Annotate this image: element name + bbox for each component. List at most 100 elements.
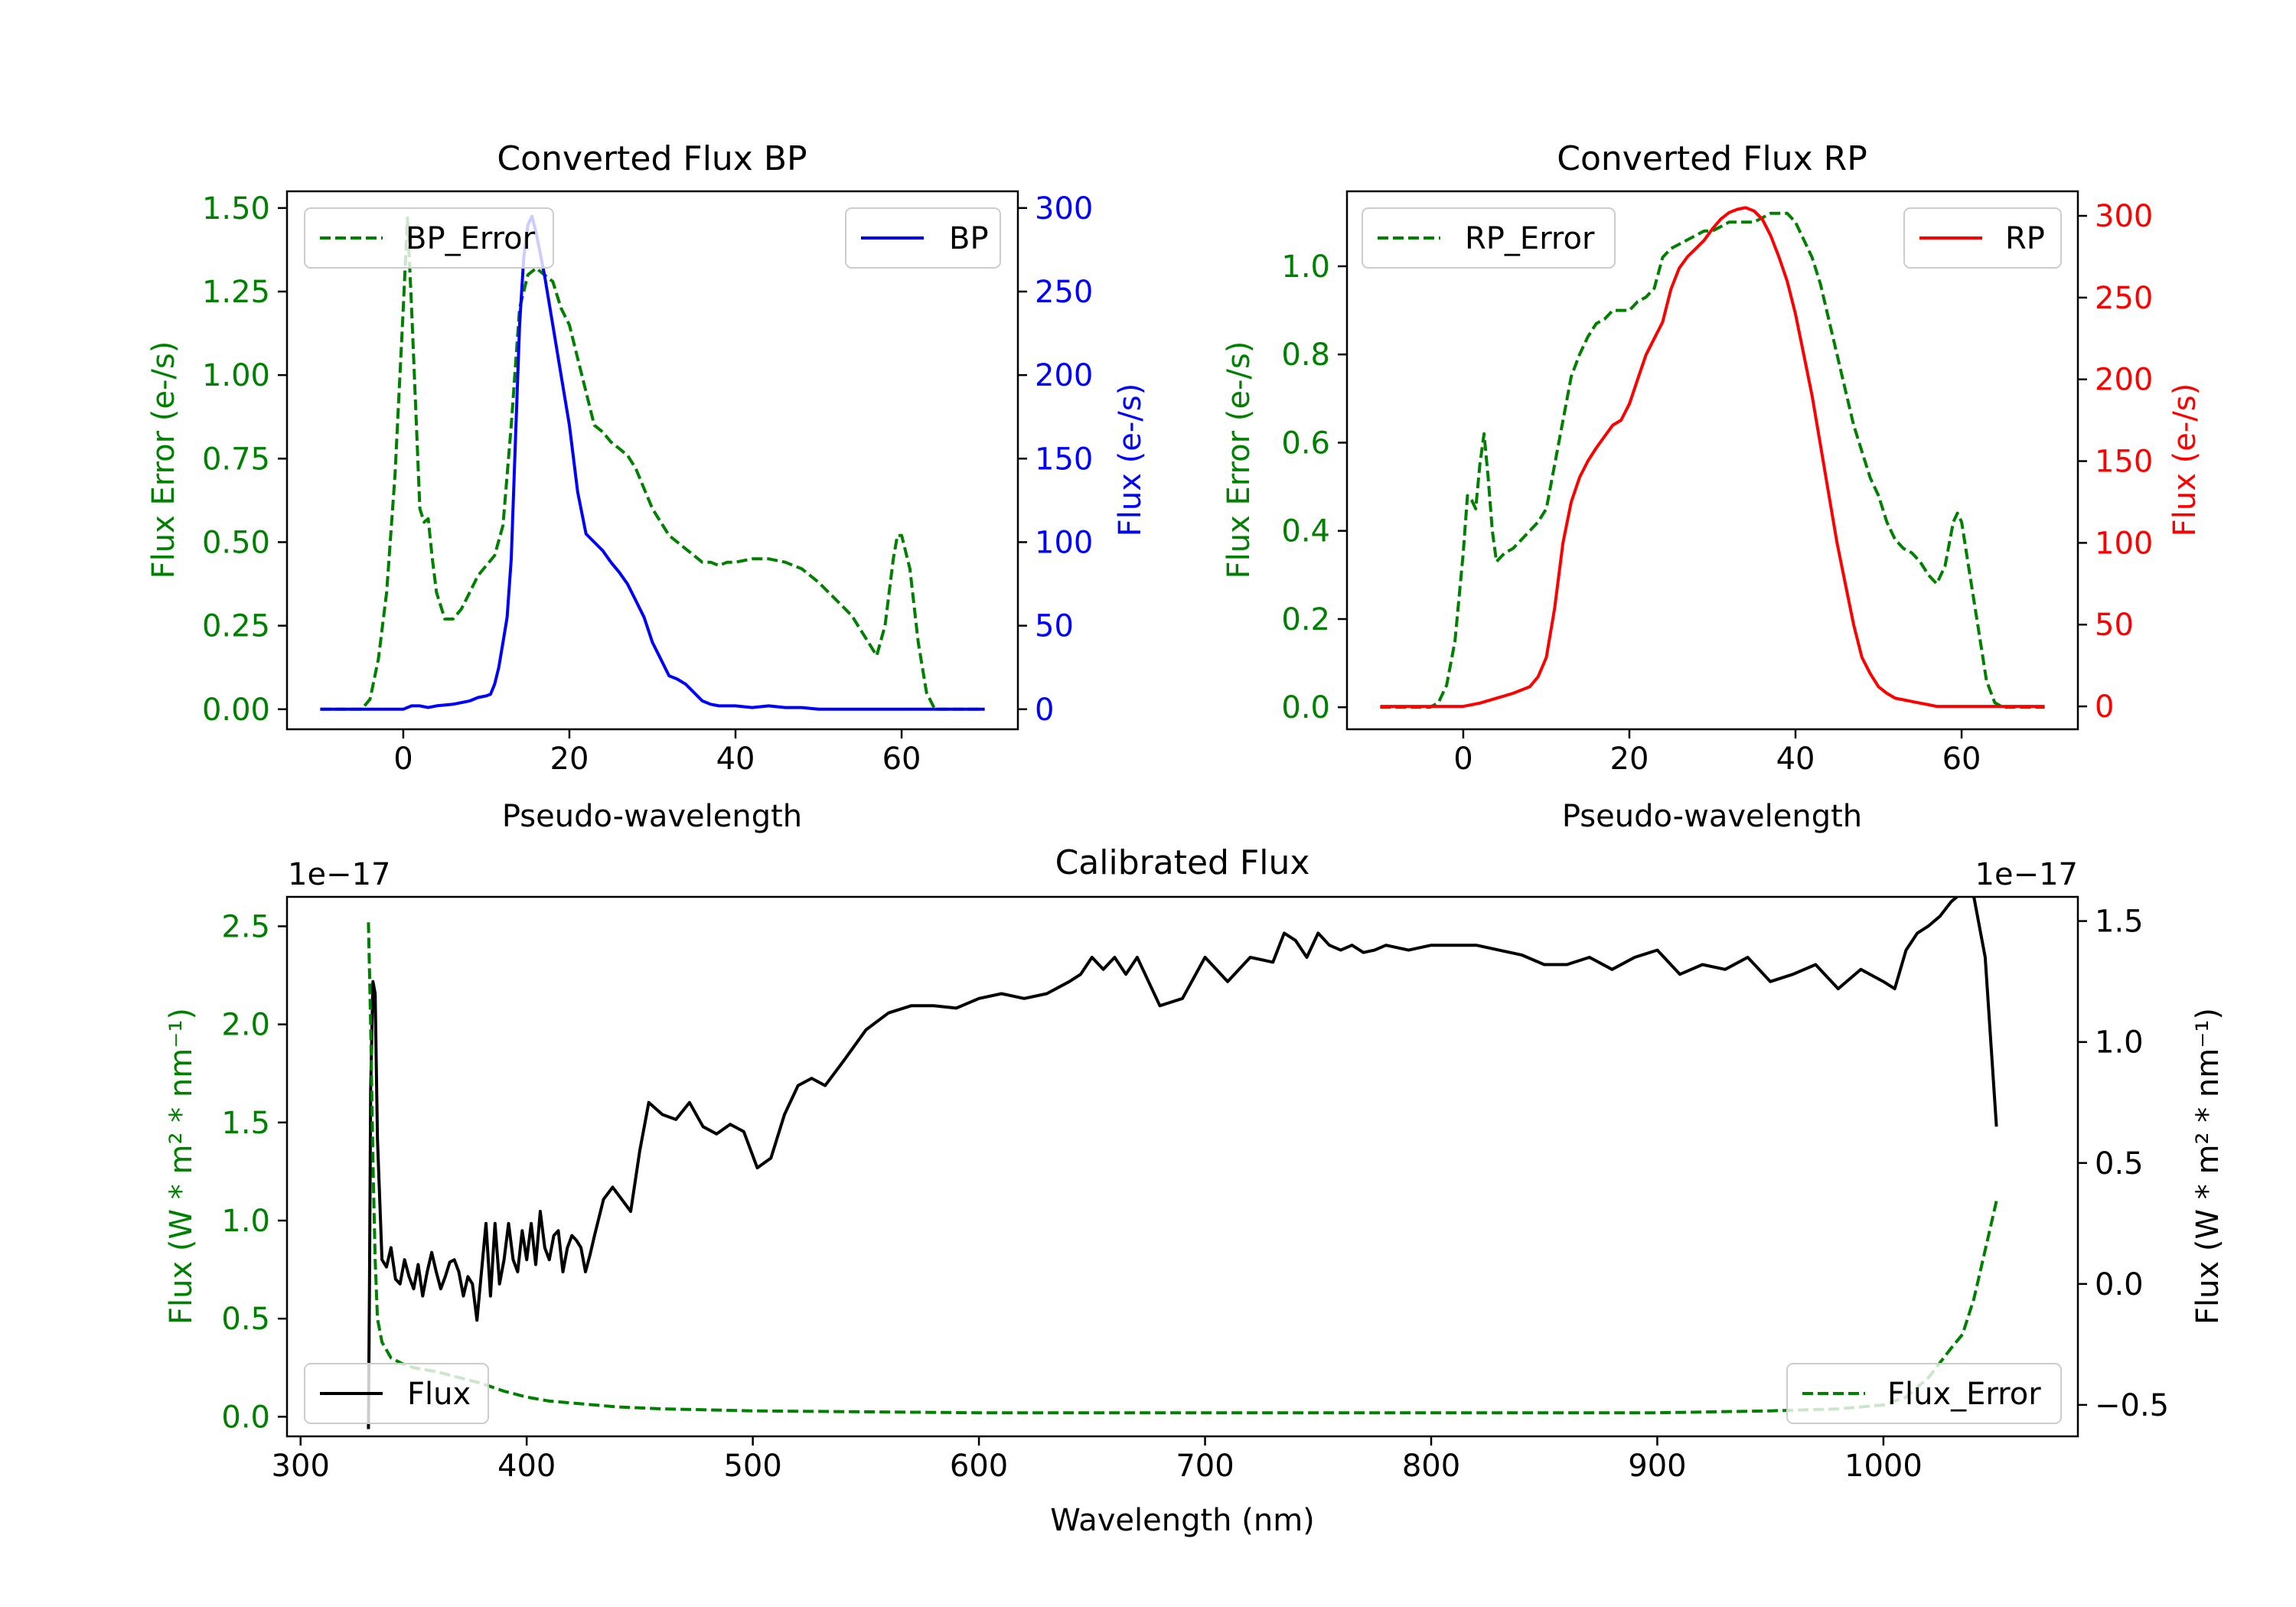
left-y-tick-label: 1.0 <box>1281 249 1330 285</box>
panel-calibrated-title: Calibrated Flux <box>1055 843 1310 882</box>
right-y-tick-label: 50 <box>2095 608 2134 643</box>
x-tick-label: 0 <box>1453 742 1473 777</box>
series-line-rp-error <box>1380 211 2045 709</box>
left-y-tick-label: 2.0 <box>221 1008 270 1043</box>
panel-rp-marks <box>1380 206 2045 709</box>
panel-bp-x-ticks: 0 20 40 60 <box>393 729 921 777</box>
x-tick-label: 0 <box>393 742 413 777</box>
legend-box <box>304 1363 489 1424</box>
left-y-tick-label: 0.50 <box>202 525 270 560</box>
panel-rp-right-y-label: Flux (e-/s) <box>2167 383 2203 536</box>
right-y-tick-label: 50 <box>1035 609 1074 644</box>
panel-rp-legend-right: RP <box>1903 207 2062 269</box>
right-y-tick-label: 300 <box>2095 199 2153 234</box>
panel-rp-x-label: Pseudo-wavelength <box>1562 799 1862 834</box>
panel-bp-title: Converted Flux BP <box>497 139 807 178</box>
x-tick-label: 900 <box>1628 1449 1686 1484</box>
panel-calibrated-right-offset: 1e−17 <box>1975 857 2078 892</box>
right-y-tick-label: 0.5 <box>2095 1146 2144 1182</box>
series-line-flux-error <box>367 922 1998 1415</box>
left-y-tick-label: 0.2 <box>1281 602 1330 637</box>
x-tick-label: 20 <box>550 742 589 777</box>
panel-rp-left-y-label: Flux Error (e-/s) <box>1221 341 1257 579</box>
right-y-tick-label: −0.5 <box>2095 1388 2169 1423</box>
panel-rp-left-ticks: 0.0 0.2 0.4 0.6 0.8 1.0 <box>1281 249 1347 725</box>
panel-bp-right-ticks: 0 50 100 150 200 250 300 <box>1018 191 1093 728</box>
panel-rp-legend-left: RP_Error <box>1362 207 1616 269</box>
x-tick-label: 500 <box>723 1449 781 1484</box>
series-line-bp <box>320 214 985 711</box>
right-y-tick-label: 150 <box>1035 442 1093 477</box>
panel-bp-frame <box>285 190 1019 731</box>
panel-calibrated-marks <box>367 897 1998 1429</box>
series-line-bp-error <box>320 216 985 711</box>
legend-label-bp-error: BP_Error <box>406 221 536 256</box>
x-tick-label: 800 <box>1402 1449 1460 1484</box>
legend-label-rp-error: RP_Error <box>1465 221 1595 256</box>
panel-calibrated-x-ticks: 300 400 500 600 700 800 900 1000 <box>272 1436 1923 1484</box>
panel-calibrated-right-ticks: −0.5 0.0 0.5 1.0 1.5 <box>2078 905 2169 1423</box>
right-y-tick-label: 100 <box>1035 525 1093 560</box>
x-tick-label: 400 <box>497 1449 556 1484</box>
right-y-tick-label: 300 <box>1035 191 1093 227</box>
legend-label-flux: Flux <box>407 1377 471 1412</box>
left-y-tick-label: 0.25 <box>202 609 270 644</box>
panel-calibrated-left-y-label: Flux (W * m² * nm⁻¹) <box>164 1008 199 1325</box>
left-y-tick-label: 1.00 <box>202 358 270 393</box>
x-tick-label: 40 <box>1776 742 1815 777</box>
panel-bp-x-label: Pseudo-wavelength <box>502 799 802 834</box>
left-y-tick-label: 0.00 <box>202 693 270 728</box>
series-line-rp <box>1380 206 2045 709</box>
right-y-tick-label: 250 <box>2095 281 2153 316</box>
panel-rp-x-ticks: 0 20 40 60 <box>1453 729 1981 777</box>
x-tick-label: 600 <box>950 1449 1008 1484</box>
left-y-tick-label: 2.5 <box>221 909 270 944</box>
right-y-tick-label: 250 <box>1035 275 1093 310</box>
panel-bp: Converted Flux BP 0 20 40 60 0.000.250.500.… <box>146 139 1148 834</box>
x-tick-label: 60 <box>882 742 921 777</box>
x-tick-label: 40 <box>716 742 755 777</box>
left-y-tick-label: 0.0 <box>1281 690 1330 725</box>
x-tick-label: 1000 <box>1844 1449 1923 1484</box>
left-y-tick-label: 0.5 <box>221 1302 270 1337</box>
right-y-tick-label: 200 <box>2095 363 2153 398</box>
right-y-tick-label: 150 <box>2095 445 2153 480</box>
panel-bp-right-y-label: Flux (e-/s) <box>1113 383 1148 536</box>
x-tick-label: 20 <box>1610 742 1649 777</box>
left-y-tick-label: 1.25 <box>202 275 270 310</box>
panel-bp-left-y-label: Flux Error (e-/s) <box>146 341 181 579</box>
legend-box <box>1786 1363 2062 1424</box>
series-line-flux <box>367 897 1998 1429</box>
panel-calibrated-left-ticks: 0.0 0.5 1.0 1.5 2.0 2.5 <box>221 909 287 1435</box>
right-y-tick-label: 1.5 <box>2095 905 2144 940</box>
legend-label-bp: BP <box>949 221 989 256</box>
left-y-tick-label: 0.0 <box>221 1400 270 1435</box>
panel-rp: Converted Flux RP 0 20 40 60 0.00.20.40.60.… <box>1221 139 2203 834</box>
legend-box <box>1903 207 2062 269</box>
panel-calibrated-x-label: Wavelength (nm) <box>1050 1503 1315 1538</box>
right-y-tick-label: 200 <box>1035 358 1093 393</box>
right-y-tick-label: 0 <box>1035 693 1054 728</box>
panel-calibrated-legend-left: Flux <box>304 1363 489 1424</box>
panel-calibrated-frame <box>285 895 2079 1438</box>
left-y-tick-label: 0.8 <box>1281 337 1330 373</box>
right-y-tick-label: 100 <box>2095 526 2153 561</box>
panel-calibrated-right-y-label: Flux (W * m² * nm⁻¹) <box>2190 1008 2226 1325</box>
legend-box <box>304 207 554 269</box>
panel-calibrated: Calibrated Flux 1e−17 1e−17 300 400 500 600… <box>164 843 2226 1538</box>
left-y-tick-label: 0.6 <box>1281 425 1330 461</box>
panel-rp-right-ticks: 0 50 100 150 200 250 300 <box>2078 199 2153 725</box>
right-y-tick-label: 1.0 <box>2095 1025 2144 1061</box>
left-y-tick-label: 1.50 <box>202 191 270 227</box>
panel-bp-legend-right: BP <box>845 207 1001 269</box>
legend-label-flux-error: Flux_Error <box>1887 1377 2041 1412</box>
legend-label-rp: RP <box>2005 221 2045 256</box>
panel-bp-legend-left: BP_Error <box>304 207 554 269</box>
left-y-tick-label: 1.5 <box>221 1106 270 1141</box>
panel-rp-title: Converted Flux RP <box>1557 139 1867 178</box>
left-y-tick-label: 1.0 <box>221 1204 270 1239</box>
x-tick-label: 60 <box>1942 742 1981 777</box>
legend-box <box>1362 207 1616 269</box>
panel-calibrated-left-offset: 1e−17 <box>288 857 390 892</box>
